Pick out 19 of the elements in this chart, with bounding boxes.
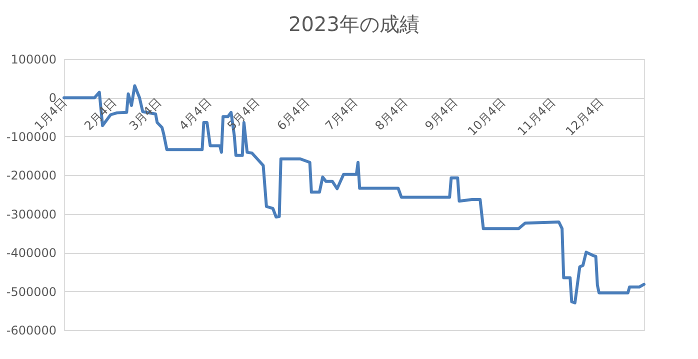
x-tick-label: 12月4日: [563, 95, 606, 138]
x-tick-label: 9月4日: [422, 95, 460, 133]
x-tick-label: 4月4日: [176, 95, 214, 133]
x-tick-label: 6月4日: [274, 95, 312, 133]
x-tick-label: 8月4日: [372, 95, 410, 133]
x-tick-label: 3月4日: [126, 95, 164, 133]
y-tick-label: -400000: [6, 246, 56, 260]
x-tick-label: 2月4日: [82, 95, 120, 133]
y-tick-label: 100000: [10, 52, 56, 66]
x-tick-label: 5月4日: [224, 95, 262, 133]
y-tick-label: -100000: [6, 130, 56, 144]
x-tick-label: 11月4日: [514, 95, 558, 138]
y-tick-label: -500000: [6, 284, 56, 299]
y-tick-label: -600000: [6, 324, 56, 338]
chart-title: 2023年の成績: [288, 12, 420, 36]
x-tick-label: 10月4日: [464, 95, 508, 138]
x-tick-label: 7月4日: [322, 95, 360, 133]
y-tick-label: -200000: [6, 168, 56, 183]
y-tick-label: -300000: [6, 207, 56, 222]
